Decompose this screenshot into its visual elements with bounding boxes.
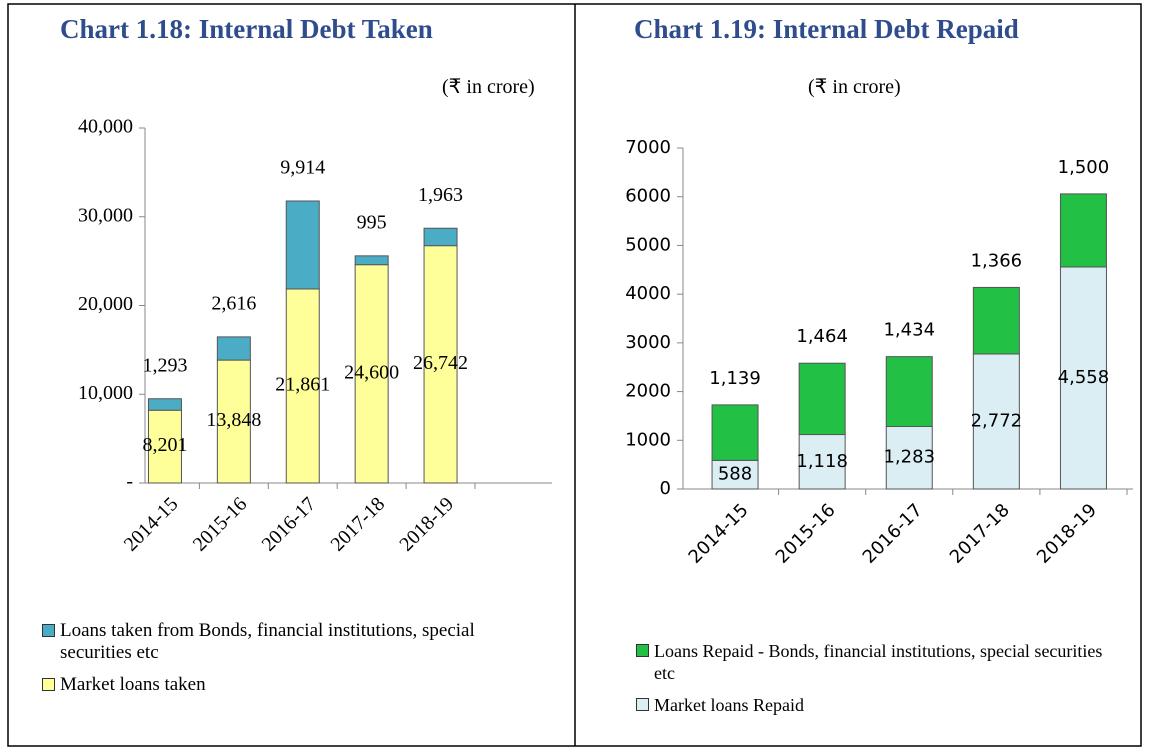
unit-label: (₹ in crore) xyxy=(808,76,901,98)
legend: Loans taken from Bonds, financial instit… xyxy=(42,620,542,700)
x-tick-label: 2018-19 xyxy=(1033,500,1101,568)
bar-segment xyxy=(147,398,182,411)
legend-swatch xyxy=(42,624,55,637)
unit-label: (₹ in crore) xyxy=(442,76,535,98)
legend: Loans Repaid - Bonds, financial institut… xyxy=(636,640,1116,720)
value-label: 13,848 xyxy=(206,409,261,431)
y-tick-label: 4000 xyxy=(625,283,671,304)
legend-swatch xyxy=(636,644,649,657)
value-label: 2,616 xyxy=(211,292,256,314)
value-label: 1,963 xyxy=(418,184,463,206)
legend-swatch xyxy=(42,678,55,691)
value-label: 995 xyxy=(357,211,387,233)
y-tick-label: 7000 xyxy=(625,137,671,158)
value-label: 1,293 xyxy=(142,354,187,376)
x-tick-label: 2017-18 xyxy=(326,493,389,556)
bar-segment xyxy=(423,227,458,247)
x-tick-label: 2015-16 xyxy=(772,500,840,568)
x-tick-label: 2015-16 xyxy=(189,493,252,556)
bar-segment xyxy=(798,362,846,436)
chart-title: Chart 1.19: Internal Debt Repaid xyxy=(634,14,1019,44)
value-label: 26,742 xyxy=(413,352,468,374)
y-tick-label: 1000 xyxy=(625,429,671,450)
bar-segment xyxy=(354,255,389,266)
value-label: 8,201 xyxy=(142,434,187,456)
legend-item: Market loans taken xyxy=(42,674,542,696)
x-tick-label: 2018-19 xyxy=(395,493,458,556)
value-label: 24,600 xyxy=(344,361,399,383)
legend-item: Loans Repaid - Bonds, financial institut… xyxy=(636,640,1116,684)
legend-swatch xyxy=(636,698,649,711)
value-label: 1,366 xyxy=(971,250,1023,271)
legend-item: Loans taken from Bonds, financial instit… xyxy=(42,620,542,664)
bar-segment xyxy=(972,286,1020,355)
legend-label: Market loans Repaid xyxy=(654,695,804,715)
value-label: 9,914 xyxy=(280,157,325,179)
bar-segment xyxy=(285,200,320,290)
value-label: 4,558 xyxy=(1058,367,1110,388)
bar-segment xyxy=(885,356,933,427)
chart-title: Chart 1.18: Internal Debt Taken xyxy=(60,14,433,44)
value-label: 21,861 xyxy=(275,374,330,396)
value-label: 1,464 xyxy=(796,326,848,347)
bar-segment xyxy=(885,425,933,490)
legend-label: Loans Repaid - Bonds, financial institut… xyxy=(654,641,1103,683)
bar-segment xyxy=(798,434,846,490)
x-tick-label: 2014-15 xyxy=(120,493,183,556)
y-tick-label: 10,000 xyxy=(78,382,133,404)
y-tick-label: 40,000 xyxy=(78,116,133,138)
y-tick-label: 5000 xyxy=(625,234,671,255)
x-tick-label: 2014-15 xyxy=(685,500,753,568)
value-label: 1,434 xyxy=(883,320,935,341)
bar-segment xyxy=(216,359,251,484)
x-tick-label: 2016-17 xyxy=(258,493,321,556)
y-tick-label: 2000 xyxy=(625,381,671,402)
x-tick-label: 2017-18 xyxy=(946,500,1014,568)
bar-segment xyxy=(216,336,251,361)
legend-item: Market loans Repaid xyxy=(636,694,1116,716)
legend-label: Market loans taken xyxy=(60,674,206,695)
value-label: 1,139 xyxy=(709,368,761,389)
y-tick-label: 0 xyxy=(660,478,671,499)
value-label: 1,118 xyxy=(796,451,848,472)
legend-label: Loans taken from Bonds, financial instit… xyxy=(60,620,475,663)
bar-segment xyxy=(711,459,759,490)
bar-segment xyxy=(972,353,1020,490)
value-label: 1,283 xyxy=(883,447,935,468)
y-tick-label: 30,000 xyxy=(78,204,133,226)
y-tick-label: 3000 xyxy=(625,332,671,353)
y-tick-label: - xyxy=(126,471,133,493)
value-label: 1,500 xyxy=(1058,157,1110,178)
bar-segment xyxy=(423,245,458,484)
value-label: 588 xyxy=(718,464,752,485)
bar-segment xyxy=(147,409,182,484)
y-tick-label: 6000 xyxy=(625,186,671,207)
bar-segment xyxy=(1059,193,1107,268)
x-tick-label: 2016-17 xyxy=(859,500,927,568)
y-tick-label: 20,000 xyxy=(78,293,133,315)
value-label: 2,772 xyxy=(971,410,1023,431)
bar-segment xyxy=(711,404,759,461)
